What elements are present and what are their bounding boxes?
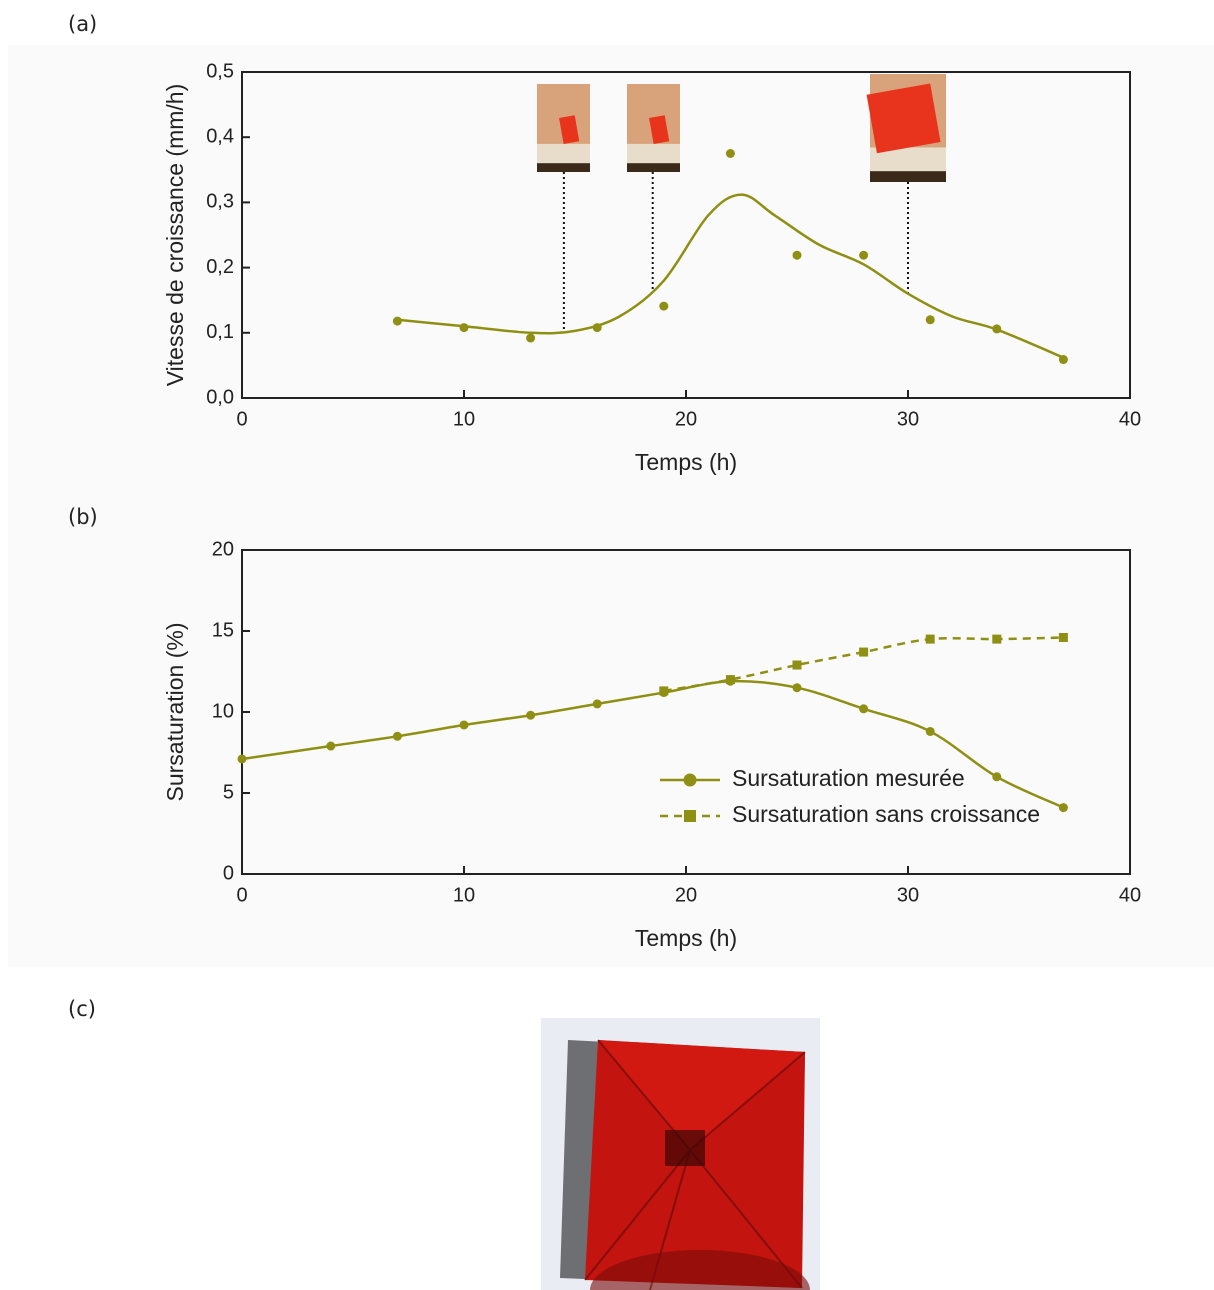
x-tick-label: 10	[453, 408, 475, 430]
data-point	[925, 634, 935, 644]
y-tick-label: 0,1	[206, 321, 234, 343]
data-point	[859, 704, 869, 714]
data-point	[1058, 803, 1068, 813]
y-tick-label: 0	[223, 862, 234, 884]
photo-crystal	[866, 83, 941, 154]
data-point	[725, 149, 735, 158]
legend-marker	[683, 773, 697, 787]
x-tick-label: 0	[236, 408, 247, 430]
x-tick-label: 30	[897, 408, 919, 430]
x-tick-label: 20	[675, 884, 697, 906]
data-point	[725, 675, 735, 685]
data-point	[326, 741, 336, 751]
inset-photo	[866, 74, 946, 182]
data-point	[792, 660, 802, 670]
x-tick-label: 0	[236, 884, 247, 906]
data-point	[859, 647, 869, 657]
data-point	[992, 634, 1002, 644]
data-point	[392, 731, 402, 741]
x-axis-label: Temps (h)	[635, 449, 737, 475]
data-point	[1058, 632, 1068, 642]
photo-shadow	[870, 171, 946, 182]
data-point	[592, 699, 602, 709]
y-tick-label: 0,3	[206, 191, 234, 213]
panel-label: (b)	[68, 505, 98, 529]
legend-marker	[684, 810, 696, 822]
x-tick-label: 40	[1119, 884, 1141, 906]
photo-shadow	[537, 163, 590, 172]
data-point	[526, 710, 536, 720]
data-point	[659, 686, 669, 696]
chart: 0 10 20 30 40 0 5 10 15 20 Temps (h) Sursaturation …	[162, 538, 1141, 951]
x-tick-label: 30	[897, 884, 919, 906]
x-tick-label: 40	[1119, 408, 1141, 430]
y-tick-label: 10	[212, 700, 234, 722]
data-point	[459, 720, 469, 730]
chart-background	[8, 45, 1214, 967]
x-axis-label: Temps (h)	[635, 925, 737, 951]
y-tick-label: 0,4	[206, 125, 234, 147]
chart: 0 10 20 30 40 0,0 0,1 0,2 0,3 0,4 0,5 Temps (h) Vite…	[162, 60, 1141, 475]
data-point	[659, 301, 669, 311]
panel-label: (c)	[68, 997, 96, 1021]
inset-photo	[627, 84, 680, 172]
data-point	[792, 683, 802, 693]
legend-label: Sursaturation sans croissance	[732, 801, 1040, 827]
x-tick-label: 20	[675, 408, 697, 430]
y-axis-label: Vitesse de croissance (mm/h)	[162, 84, 188, 387]
legend-label: Sursaturation mesurée	[732, 765, 965, 791]
data-point	[792, 250, 802, 260]
data-point	[992, 772, 1002, 782]
inset-photo	[537, 84, 590, 172]
y-tick-label: 20	[212, 538, 234, 560]
series-line	[397, 193, 1064, 359]
panel-label: (a)	[68, 12, 97, 36]
data-point	[859, 250, 869, 260]
y-tick-label: 15	[212, 619, 234, 641]
photo-crystal	[559, 115, 580, 145]
y-tick-label: 0,5	[206, 60, 234, 82]
data-point	[237, 754, 247, 764]
data-point	[526, 333, 536, 343]
y-tick-label: 0,0	[206, 386, 234, 408]
data-point	[925, 726, 935, 736]
crystal-photo	[541, 1018, 820, 1290]
photo-crystal	[649, 115, 670, 145]
y-tick-label: 0,2	[206, 256, 234, 278]
y-tick-label: 5	[223, 781, 234, 803]
x-tick-label: 10	[453, 884, 475, 906]
y-axis-label: Sursaturation (%)	[162, 623, 188, 802]
photo-shadow	[627, 163, 680, 172]
data-point	[925, 315, 935, 325]
